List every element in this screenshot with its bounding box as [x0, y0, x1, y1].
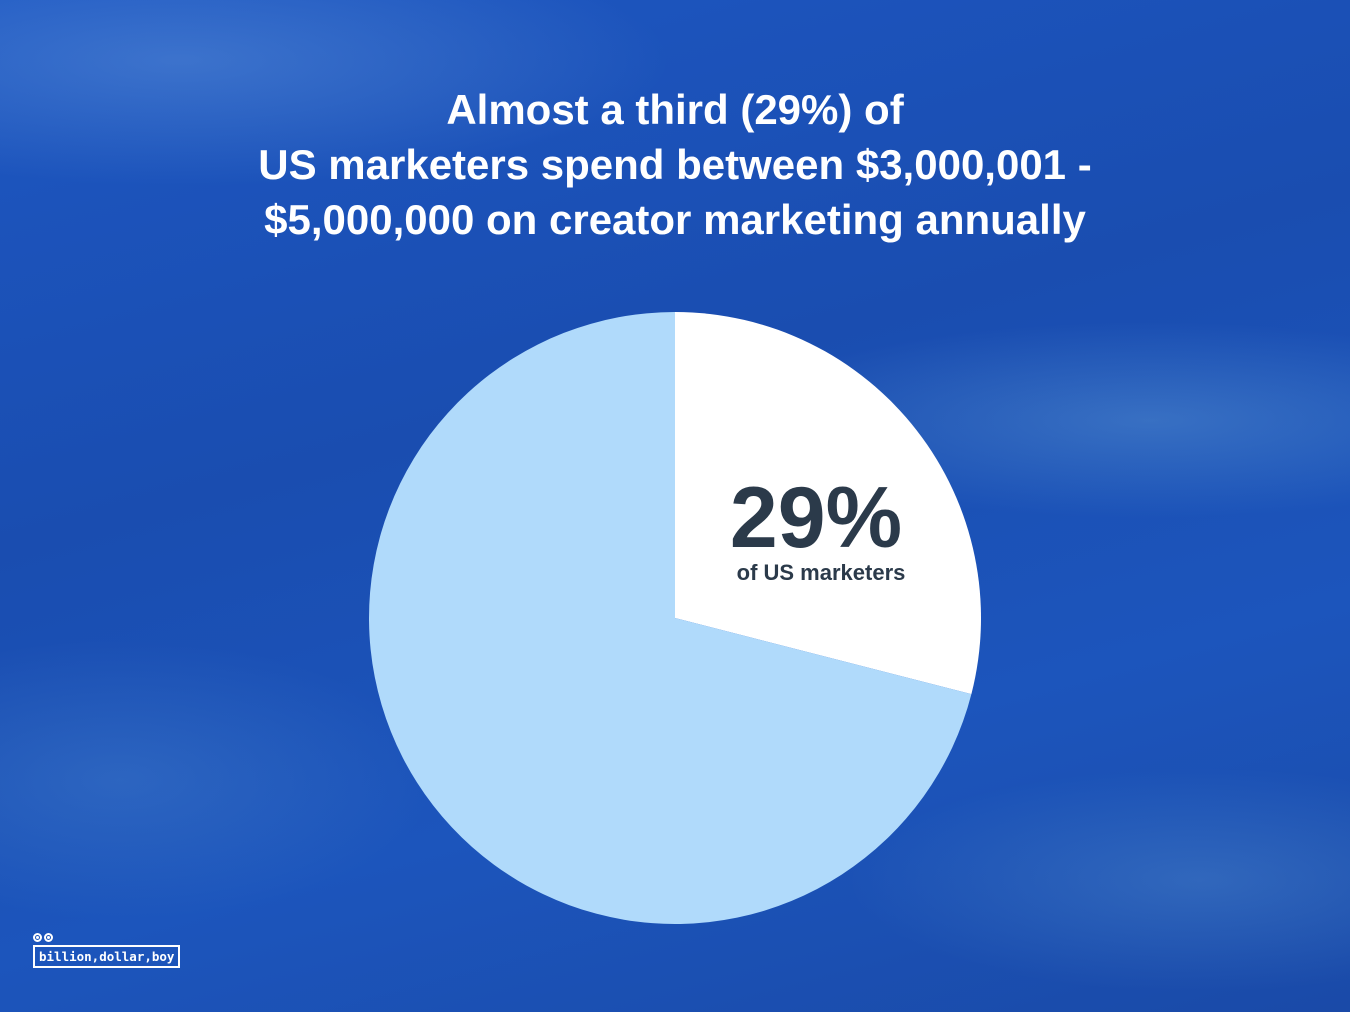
logo-eyes-icon — [33, 933, 180, 942]
pie-slice-2 — [369, 312, 972, 924]
pie-slices — [369, 312, 982, 924]
logo-wordmark: billion,dollar,boy — [33, 945, 181, 968]
title-line-2: US marketers spend between $3,000,001 - — [258, 141, 1092, 188]
slice-sub-label: of US marketers — [737, 560, 906, 585]
chart-title: Almost a third (29%) of US marketers spe… — [0, 82, 1350, 247]
pie-slice-1 — [675, 312, 982, 695]
slice-value-label: 29% — [730, 470, 902, 566]
title-line-3: $5,000,000 on creator marketing annually — [264, 196, 1086, 243]
title-line-1: Almost a third (29%) of — [446, 86, 904, 133]
brand-logo: billion,dollar,boy — [33, 933, 181, 968]
